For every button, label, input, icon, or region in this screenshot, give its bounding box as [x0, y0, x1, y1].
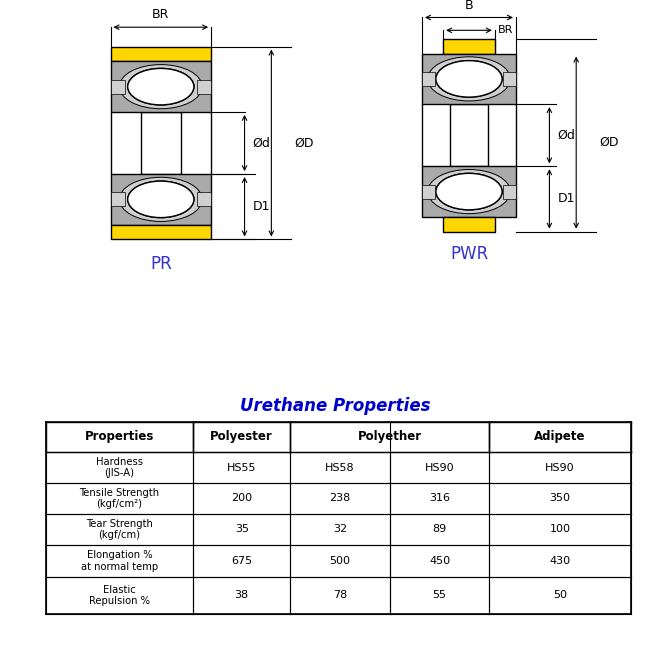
Ellipse shape: [436, 174, 502, 210]
Text: Ød: Ød: [557, 129, 576, 142]
Text: 38: 38: [234, 590, 249, 600]
Ellipse shape: [427, 57, 511, 101]
Text: BR: BR: [498, 25, 513, 36]
FancyBboxPatch shape: [111, 80, 125, 94]
FancyBboxPatch shape: [502, 72, 516, 86]
Ellipse shape: [436, 174, 502, 210]
Text: 500: 500: [330, 556, 350, 566]
Text: Hardness
(JIS-A): Hardness (JIS-A): [96, 457, 143, 478]
Text: 238: 238: [329, 494, 350, 503]
Text: Elongation %
at normal temp: Elongation % at normal temp: [81, 550, 158, 572]
Text: Adipete: Adipete: [535, 430, 586, 443]
FancyBboxPatch shape: [111, 192, 125, 206]
Bar: [111, 174, 211, 224]
Bar: [141, 112, 181, 174]
Text: 200: 200: [231, 494, 253, 503]
Text: Ød: Ød: [253, 137, 271, 149]
Text: Tensile Strength
(kgf/cm²): Tensile Strength (kgf/cm²): [80, 488, 159, 509]
Ellipse shape: [119, 178, 202, 221]
Bar: [444, 217, 494, 232]
Text: 89: 89: [432, 525, 447, 535]
Ellipse shape: [128, 68, 194, 105]
FancyBboxPatch shape: [422, 72, 436, 86]
Text: 55: 55: [433, 590, 446, 600]
Text: 430: 430: [549, 556, 571, 566]
Bar: [450, 104, 488, 166]
Text: 100: 100: [549, 525, 571, 535]
Text: BR: BR: [152, 8, 170, 21]
Ellipse shape: [128, 68, 194, 105]
Text: Polyether: Polyether: [358, 430, 421, 443]
Ellipse shape: [128, 181, 194, 218]
Text: PWR: PWR: [450, 245, 488, 263]
Text: HS90: HS90: [425, 462, 454, 472]
Text: ØD: ØD: [600, 136, 619, 149]
Text: D1: D1: [557, 192, 575, 206]
FancyBboxPatch shape: [502, 184, 516, 198]
Text: Urethane Properties: Urethane Properties: [240, 397, 430, 415]
Text: Polyester: Polyester: [210, 430, 273, 443]
Text: Elastic
Repulsion %: Elastic Repulsion %: [89, 584, 150, 606]
Bar: [111, 62, 211, 112]
Bar: [111, 224, 211, 239]
Ellipse shape: [119, 64, 202, 109]
Text: 50: 50: [553, 590, 567, 600]
Bar: [444, 39, 494, 54]
FancyBboxPatch shape: [197, 192, 211, 206]
Text: Tear Strength
(kgf/cm): Tear Strength (kgf/cm): [86, 519, 153, 540]
Text: HS55: HS55: [227, 462, 257, 472]
Text: 316: 316: [429, 494, 450, 503]
Text: 450: 450: [429, 556, 450, 566]
Text: ØD: ØD: [295, 137, 314, 149]
Text: 32: 32: [333, 525, 347, 535]
Text: B: B: [465, 0, 473, 11]
Text: HS90: HS90: [545, 462, 575, 472]
Ellipse shape: [436, 61, 502, 97]
Text: Properties: Properties: [85, 430, 154, 443]
Ellipse shape: [128, 181, 194, 218]
Text: 78: 78: [333, 590, 347, 600]
Bar: [422, 166, 516, 217]
Ellipse shape: [427, 170, 511, 214]
Ellipse shape: [436, 61, 502, 97]
Text: D1: D1: [253, 200, 270, 213]
Text: 35: 35: [234, 525, 249, 535]
Text: HS58: HS58: [325, 462, 354, 472]
Text: 675: 675: [231, 556, 253, 566]
Bar: [422, 54, 516, 104]
Text: 350: 350: [549, 494, 571, 503]
FancyBboxPatch shape: [422, 184, 436, 198]
FancyBboxPatch shape: [197, 80, 211, 94]
Bar: [111, 47, 211, 62]
Text: PR: PR: [150, 255, 172, 273]
